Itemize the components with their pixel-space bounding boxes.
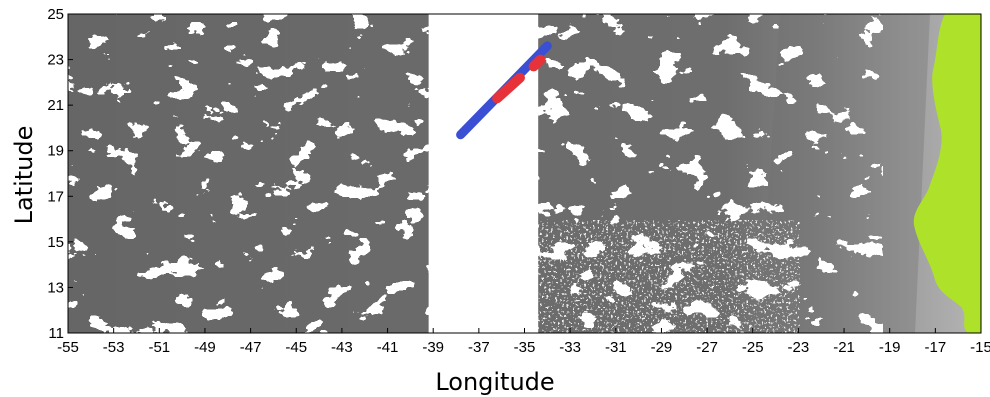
y-tick-label: 21 [47,97,64,114]
x-tick-label: -39 [422,339,444,356]
x-tick-label: -55 [57,339,79,356]
x-tick-label: -53 [103,339,125,356]
x-tick-label: -21 [833,339,855,356]
x-tick-label: -29 [651,339,673,356]
x-tick-label: -51 [148,339,170,356]
x-tick-label: -37 [468,339,490,356]
y-tick-label: 17 [47,188,64,205]
y-tick-label: 13 [47,279,64,296]
x-tick-label: -35 [514,339,536,356]
cloud-speckle [500,220,800,333]
y-tick-label: 25 [47,6,64,23]
x-tick-label: -25 [742,339,764,356]
map-image [68,14,981,333]
x-tick-label: -49 [194,339,216,356]
y-tick-label: 23 [47,52,64,69]
y-axis: 11 13 15 17 19 21 23 25 [47,6,73,342]
x-tick-label: -47 [240,339,262,356]
x-tick-label: -15 [970,339,990,356]
x-axis-title: Longitude [435,368,554,396]
x-axis: -55 -53 -51 -49 -47 -45 -43 -41 -39 -37 -35 -33 -31 -… [57,328,990,356]
land-mass [913,14,981,333]
x-tick-label: -33 [559,339,581,356]
x-tick-label: -41 [377,339,399,356]
x-tick-label: -27 [696,339,718,356]
x-tick-label: -23 [788,339,810,356]
x-tick-label: -17 [925,339,947,356]
x-tick-label: -43 [331,339,353,356]
swath-gap [428,14,539,333]
track-highlight-segment [528,54,546,72]
x-tick-label: -45 [285,339,307,356]
y-tick-label: 15 [47,234,64,251]
y-tick-label: 19 [47,143,64,160]
track-highlight-segment [492,72,525,104]
x-tick-label: -19 [879,339,901,356]
x-tick-label: -31 [605,339,627,356]
y-axis-title: Latitude [10,126,38,225]
y-tick-label: 11 [48,325,64,342]
